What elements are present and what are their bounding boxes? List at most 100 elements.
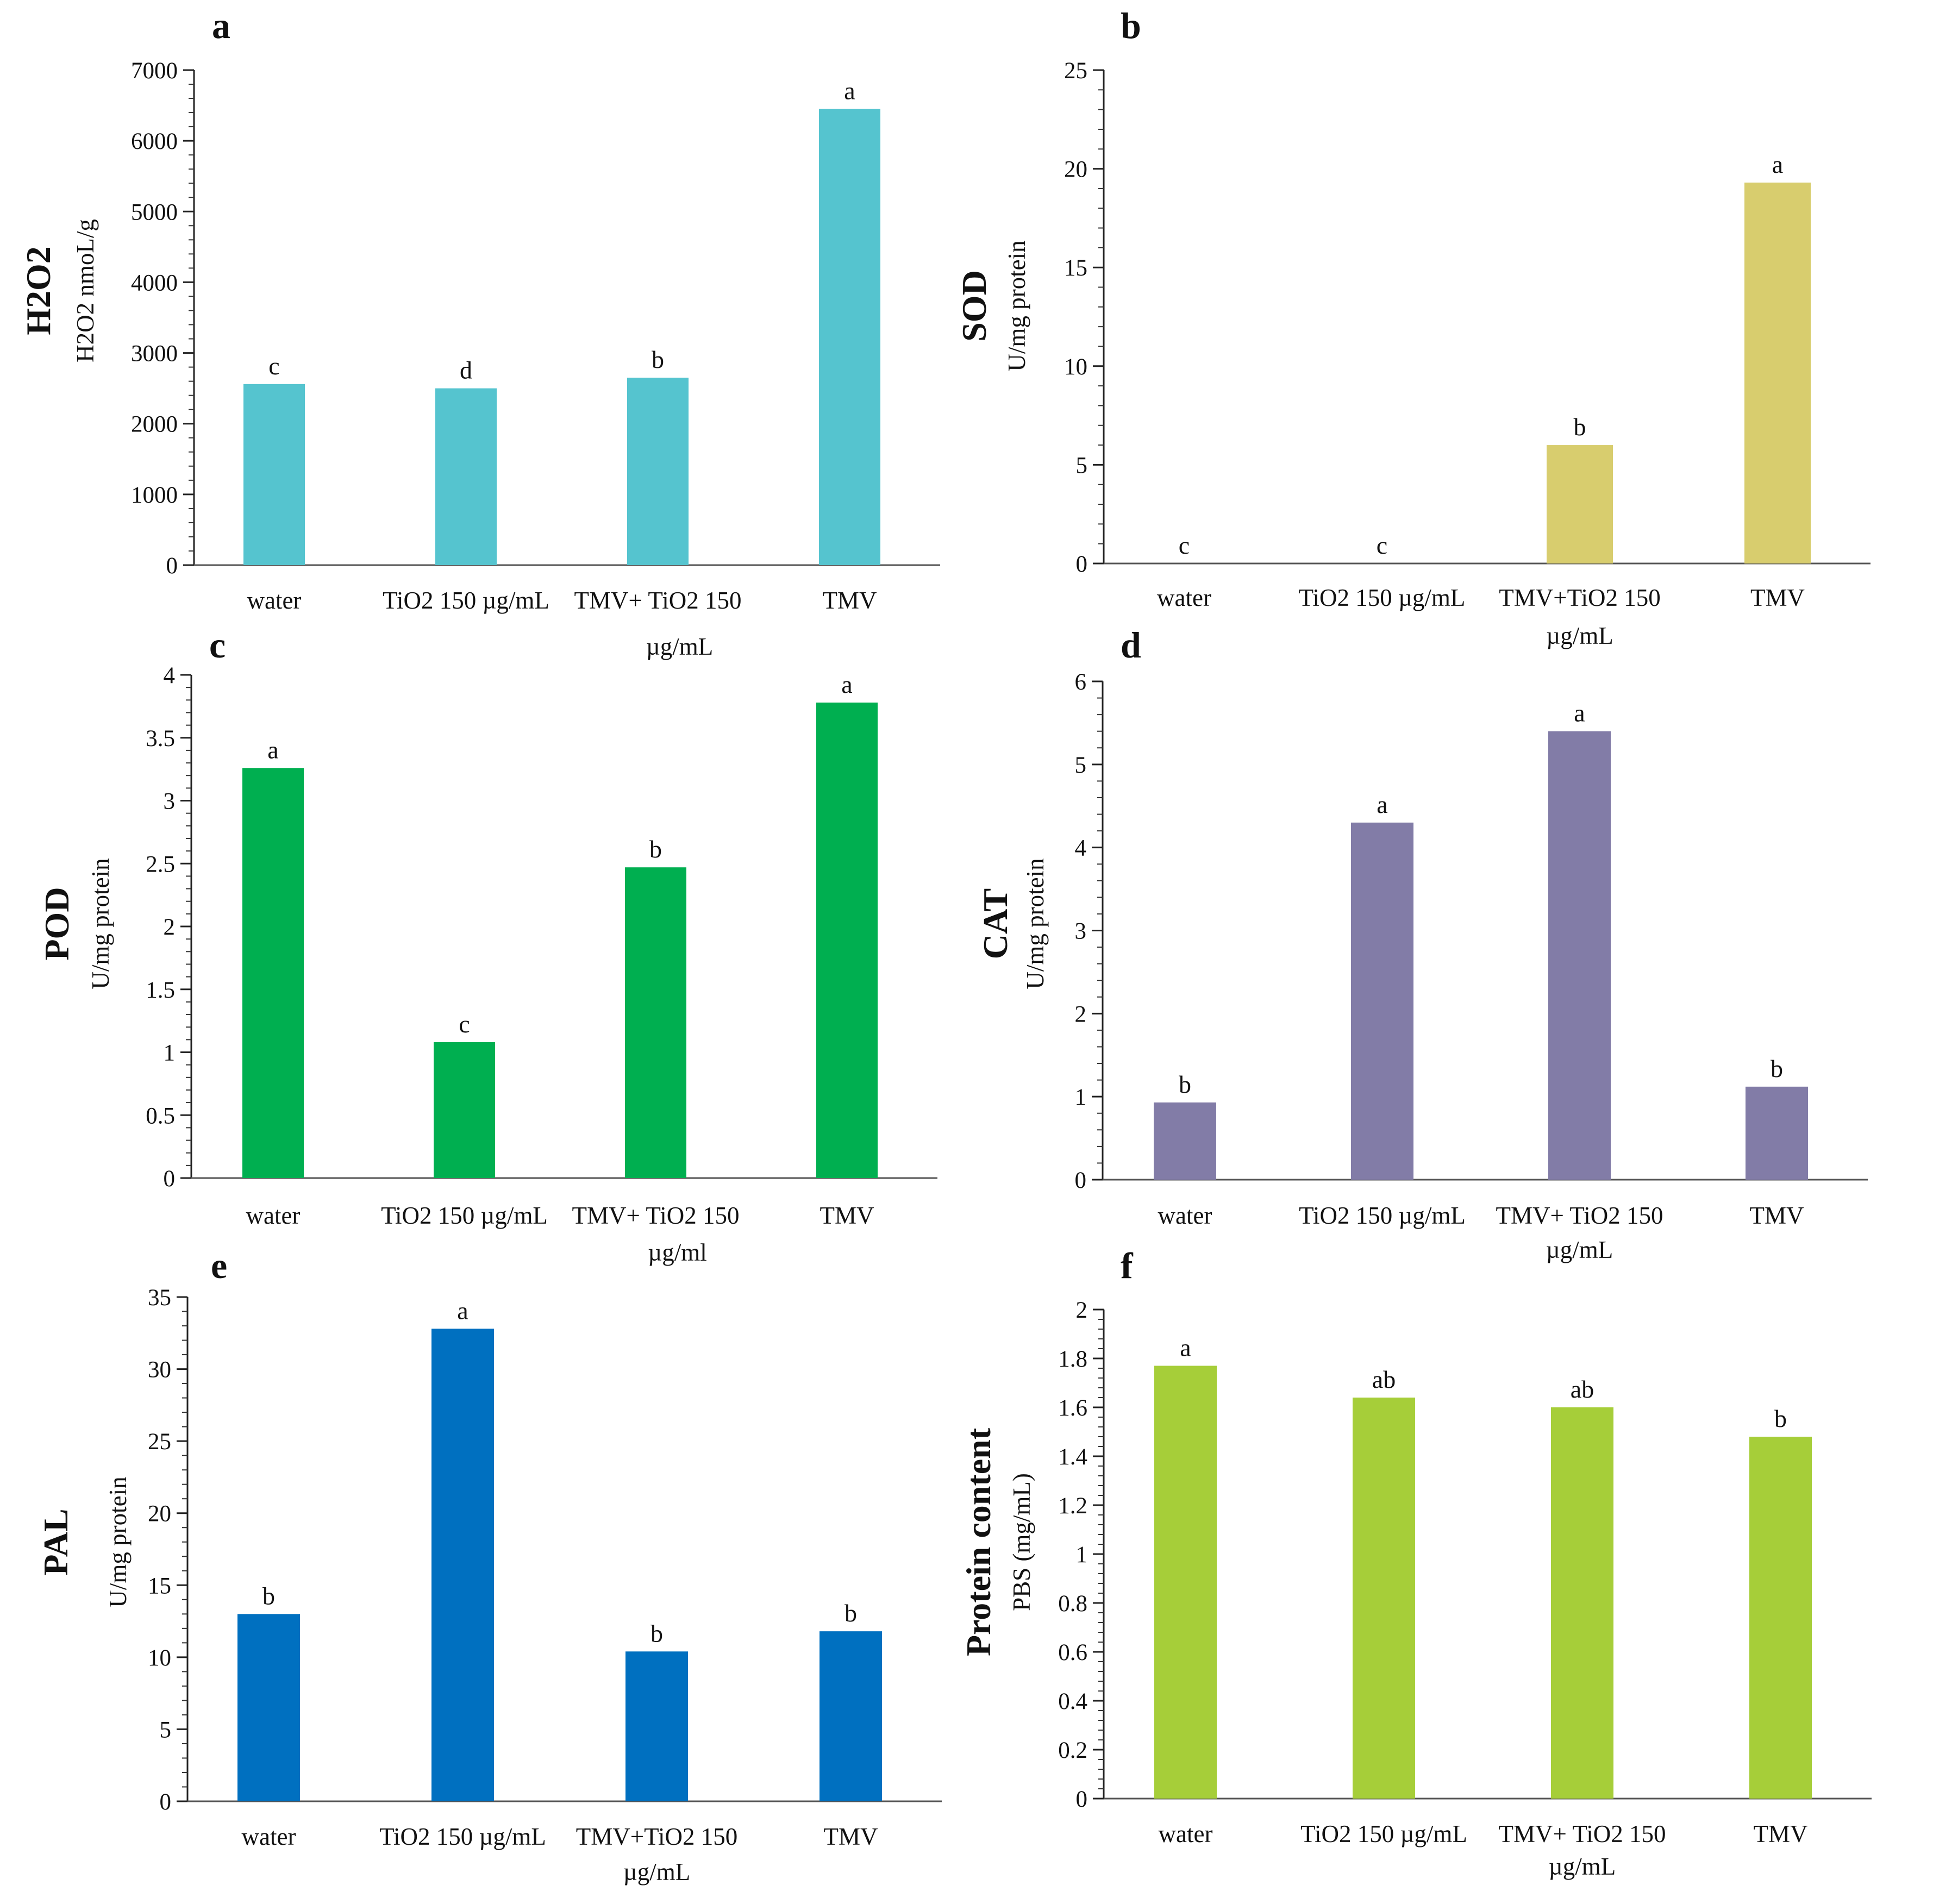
y-tick-label: 4 (1075, 836, 1087, 861)
bar-1 (1154, 1366, 1217, 1799)
y-tick-label: 0.5 (146, 1103, 175, 1129)
category-label: TMV+ TiO2 150 µg/ml (572, 1202, 740, 1266)
bar-3 (1551, 1407, 1613, 1799)
chart-panel-c: c 0 0.5 1 1.5 2 2.5 3 3.5 4 a water c TiO2 150 µg/mL b… (37, 624, 937, 1266)
y-tick-label: 35 (148, 1285, 171, 1311)
category-label: TMV+ TiO2 150 µg/mL (1499, 1820, 1666, 1880)
category-label: TMV (820, 1202, 874, 1229)
bar-4 (816, 702, 878, 1178)
y-axis-unit-label: PBS (mg/mL) (1008, 1473, 1035, 1611)
significance-letter: b (1179, 1070, 1191, 1098)
category-label: water (242, 1823, 296, 1850)
significance-letter: a (844, 77, 855, 105)
category-label-line: TMV+TiO2 150 (1499, 584, 1661, 611)
y-tick-label: 1.5 (146, 978, 175, 1003)
category-label: TMV (1750, 584, 1805, 611)
significance-letter: a (1772, 151, 1783, 178)
significance-letter: b (1574, 413, 1586, 441)
y-tick-label: 0 (164, 1166, 176, 1192)
y-tick-label: 0.2 (1058, 1738, 1087, 1763)
significance-letter: d (460, 356, 472, 384)
bar-3 (625, 1651, 688, 1801)
y-axis-metric-title: Protein content (959, 1427, 998, 1656)
panel-letter: a (212, 5, 230, 46)
bar-1 (243, 384, 305, 565)
y-tick-label: 10 (148, 1645, 171, 1671)
significance-letter: b (844, 1599, 857, 1627)
panel-letter: e (211, 1245, 227, 1286)
significance-letter: a (457, 1297, 468, 1324)
significance-letter: b (650, 1619, 663, 1647)
y-axis-metric-title: CAT (976, 888, 1015, 959)
bar-2 (435, 388, 497, 565)
category-label: TiO2 150 µg/mL (379, 1823, 546, 1850)
category-label: water (246, 1202, 301, 1229)
bar-4 (1744, 183, 1811, 563)
significance-letter: b (652, 346, 664, 373)
chart-panel-d: d 0 1 2 3 4 5 6 b water a TiO2 150 µg/mL a TMV+ TiO2 … (976, 624, 1868, 1263)
y-tick-label: 2 (1075, 1001, 1087, 1027)
y-tick-label: 1 (1076, 1542, 1088, 1568)
category-label: TMV (823, 587, 877, 614)
category-label-line: µg/mL (623, 1858, 690, 1886)
category-label: water (1159, 1820, 1213, 1847)
significance-letter: ab (1571, 1375, 1594, 1403)
y-tick-label: 7000 (131, 58, 178, 84)
bar-3 (627, 378, 689, 565)
y-axis-unit-label: U/mg protein (87, 858, 114, 989)
bar-3 (1548, 731, 1611, 1180)
y-tick-label: 5 (160, 1717, 172, 1743)
chart-panel-e: e 0 5 10 15 20 25 30 35 b water a TiO2 150 µg/mL b TMV… (36, 1245, 942, 1886)
y-axis-unit-label: H2O2 nmoL/g (72, 219, 99, 362)
chart-panel-f: f 0 0.2 0.4 0.6 0.8 1 1.2 1.4 1.6 1.8 2 a water ab TiO2… (959, 1245, 1872, 1880)
bar-2 (1351, 822, 1413, 1180)
bar-1 (242, 768, 304, 1178)
category-label-line: TMV+ TiO2 150 (1499, 1820, 1666, 1847)
category-label-line: TMV+ TiO2 150 (572, 1202, 740, 1229)
y-tick-label: 0.6 (1058, 1640, 1087, 1665)
bar-4 (819, 109, 880, 566)
bar-3 (1547, 445, 1613, 563)
y-tick-label: 20 (1064, 157, 1087, 183)
significance-letter: b (1774, 1405, 1787, 1432)
y-axis-metric-title: SOD (955, 270, 993, 342)
y-axis-metric-title: PAL (36, 1508, 75, 1575)
y-tick-label: 0 (1076, 552, 1088, 577)
category-label: TMV+ TiO2 150 µg/mL (574, 587, 742, 660)
category-label-line: µg/mL (646, 633, 713, 660)
category-label-line: TMV+TiO2 150 (576, 1823, 738, 1850)
significance-letter: a (1574, 699, 1585, 727)
y-tick-label: 0 (1076, 1787, 1088, 1812)
category-label: water (247, 587, 302, 614)
category-label: TMV+TiO2 150 µg/mL (1499, 584, 1661, 649)
category-label: water (1157, 584, 1211, 611)
category-label: TiO2 150 µg/mL (1300, 1820, 1467, 1847)
category-label: TiO2 150 µg/mL (1299, 584, 1466, 611)
y-tick-label: 2 (1076, 1298, 1088, 1323)
significance-letter: c (268, 352, 279, 380)
y-tick-label: 3.5 (146, 726, 175, 751)
y-tick-label: 15 (1064, 255, 1087, 281)
y-tick-label: 0 (1075, 1168, 1087, 1193)
significance-letter: b (649, 835, 662, 863)
y-tick-label: 1.8 (1058, 1346, 1087, 1372)
y-tick-label: 1.4 (1058, 1444, 1087, 1470)
category-label-line: µg/mL (1546, 622, 1613, 649)
y-tick-label: 15 (148, 1573, 171, 1599)
category-label-line: TMV+ TiO2 150 (1496, 1202, 1663, 1229)
significance-letter: ab (1372, 1366, 1396, 1393)
y-tick-label: 5 (1076, 453, 1088, 478)
category-label: TiO2 150 µg/mL (383, 587, 549, 614)
y-tick-label: 2 (164, 915, 176, 940)
y-tick-label: 6 (1075, 669, 1087, 695)
y-tick-label: 1000 (131, 483, 178, 508)
y-tick-label: 2.5 (146, 851, 175, 877)
y-tick-label: 5 (1075, 753, 1087, 778)
category-label-line: TMV+ TiO2 150 (574, 587, 742, 614)
bar-2 (1353, 1398, 1415, 1799)
y-tick-label: 1.6 (1058, 1395, 1087, 1421)
significance-letter: b (262, 1582, 275, 1609)
y-tick-label: 0.4 (1058, 1689, 1087, 1714)
y-axis-unit-label: U/mg protein (1022, 858, 1049, 989)
y-axis-metric-title: H2O2 (19, 246, 58, 335)
